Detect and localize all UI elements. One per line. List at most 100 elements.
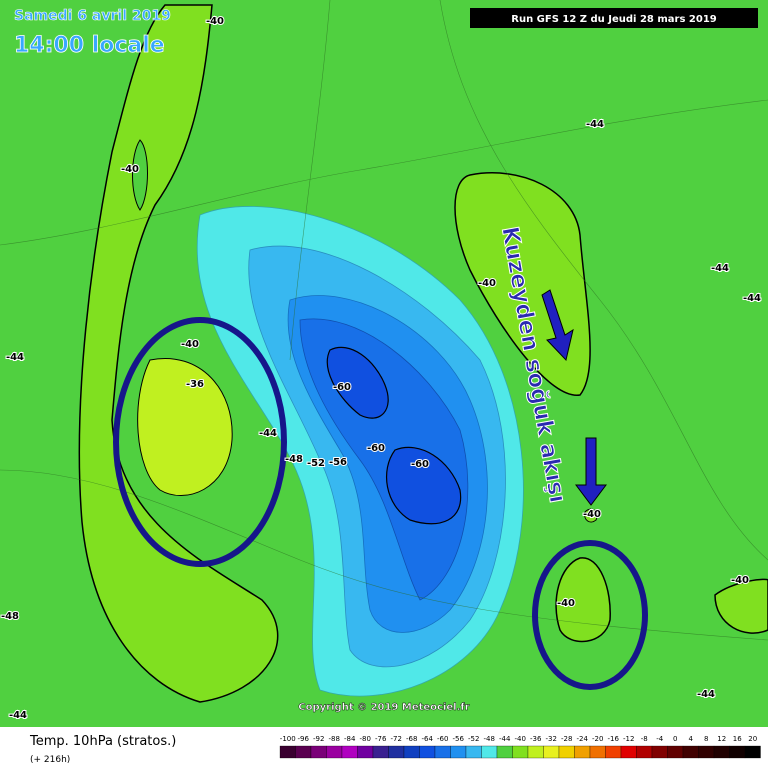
warm-core [137,358,233,497]
colorbar-label: -68 [406,735,417,743]
colorbar: -100 -96 -92 -88 -84 -80 -76 -72 -68 -64 -60 -56 -52… [279,735,761,759]
colorbar-swatch [357,745,374,759]
colorbar-label: -40 [515,735,526,743]
contour-label: -40 [478,278,496,289]
colorbar-label: 12 [717,735,726,743]
colorbar-swatch [729,745,746,759]
warm-region [555,557,611,643]
contour-label: -40 [181,339,199,350]
colorbar-label: -64 [422,735,434,743]
run-box [470,8,758,28]
warm-region [584,508,598,523]
colorbar-swatch [310,745,327,759]
highlight-ellipse [113,317,287,567]
colorbar-label: -4 [656,735,664,743]
contour-label: -44 [9,710,27,721]
colorbar-swatch [543,745,560,759]
colorbar-label: 4 [689,735,694,743]
colorbar-label: 0 [673,735,677,743]
contour-label: -40 [557,598,575,609]
colorbar-swatch [527,745,544,759]
contour-label: -48 [285,454,303,465]
cool-island [132,139,148,211]
colorbar-label: -48 [484,735,495,743]
time-label: 14:00 locale [14,33,165,58]
colorbar-label: -88 [329,735,340,743]
contour-labels: -40 -44 -40 -40 -44 -44 -44 -40 -36 -44 -48 -52 -56 -… [0,15,762,722]
colorbar-swatch [651,745,668,759]
contour-label: -44 [259,428,277,439]
contour-label: -52 [307,458,325,469]
contour-label: -48 [1,611,19,622]
colorbar-swatch [589,745,606,759]
colorbar-label: -12 [623,735,634,743]
colorbar-swatch [605,745,622,759]
colorbar-label: -96 [298,735,310,743]
colorbar-label: -24 [577,735,589,743]
colorbar-label: 8 [704,735,708,743]
copyright: Copyright © 2019 Meteociel.fr [298,702,469,713]
contour-label: -40 [206,16,224,27]
coastlines [0,0,768,641]
contour-label: -60 [367,443,385,454]
colorbar-label: -80 [360,735,371,743]
colorbar-label: -100 [280,735,296,743]
colorbar-swatch [558,745,575,759]
run-label: Run GFS 12 Z du Jeudi 28 mars 2019 [511,14,717,25]
colorbar-label: 16 [733,735,742,743]
colorbar-swatch [512,745,529,759]
colorbar-swatch [295,745,312,759]
contour-label: -36 [186,379,204,390]
footer-title: Temp. 10hPa (stratos.) [29,734,176,749]
colorbar-swatch [481,745,498,759]
colorbar-label: -56 [453,735,465,743]
arrow [541,289,607,506]
colorbar-swatch [372,745,389,759]
colorbar-label: -92 [313,735,324,743]
contour-label: -44 [586,119,604,130]
colorbar-swatch [388,745,405,759]
colorbar-swatch [434,745,451,759]
colorbar-swatch [450,745,467,759]
cold-core [326,346,389,419]
colorbar-swatch [713,745,730,759]
colorbar-label: -20 [592,735,603,743]
cold-core [386,446,462,525]
contour-label: -56 [329,457,347,468]
contour-label: -44 [711,263,729,274]
contour-label: -60 [411,459,429,470]
colorbar-swatch [636,745,653,759]
contour-label: -44 [6,352,24,363]
colorbar-swatch [496,745,513,759]
contour-label: -40 [731,575,749,586]
contour-label: -44 [743,293,761,304]
colorbar-label: -84 [344,735,356,743]
colorbar-label: 20 [748,735,757,743]
colorbar-label: -28 [561,735,572,743]
colorbar-label: -16 [608,735,620,743]
colorbar-swatch [744,745,761,759]
colorbar-swatch [465,745,482,759]
colorbar-swatch [403,745,420,759]
contour-label: -40 [583,509,601,520]
colorbar-swatch [419,745,436,759]
colorbar-label: -60 [437,735,448,743]
colorbar-swatch [279,745,296,759]
contour-label: -40 [121,164,139,175]
colorbar-swatch [341,745,358,759]
colorbar-label: -72 [391,735,402,743]
contour-label: -60 [333,382,351,393]
colorbar-label: -52 [468,735,479,743]
footer-lead: (+ 216h) [30,755,70,765]
contour-label: -44 [697,689,715,700]
colorbar-label: -32 [546,735,557,743]
colorbar-swatch [682,745,699,759]
colorbar-label: -8 [641,735,648,743]
colorbar-swatch [667,745,684,759]
highlight-ellipse [532,540,648,690]
date-label: Samedi 6 avril 2019 [14,8,171,24]
colorbar-swatch [326,745,343,759]
colorbar-label: -44 [499,735,511,743]
